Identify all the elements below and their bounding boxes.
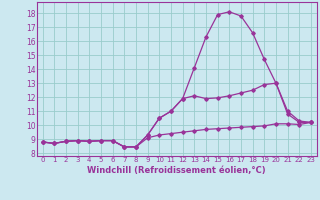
X-axis label: Windchill (Refroidissement éolien,°C): Windchill (Refroidissement éolien,°C) — [87, 166, 266, 175]
